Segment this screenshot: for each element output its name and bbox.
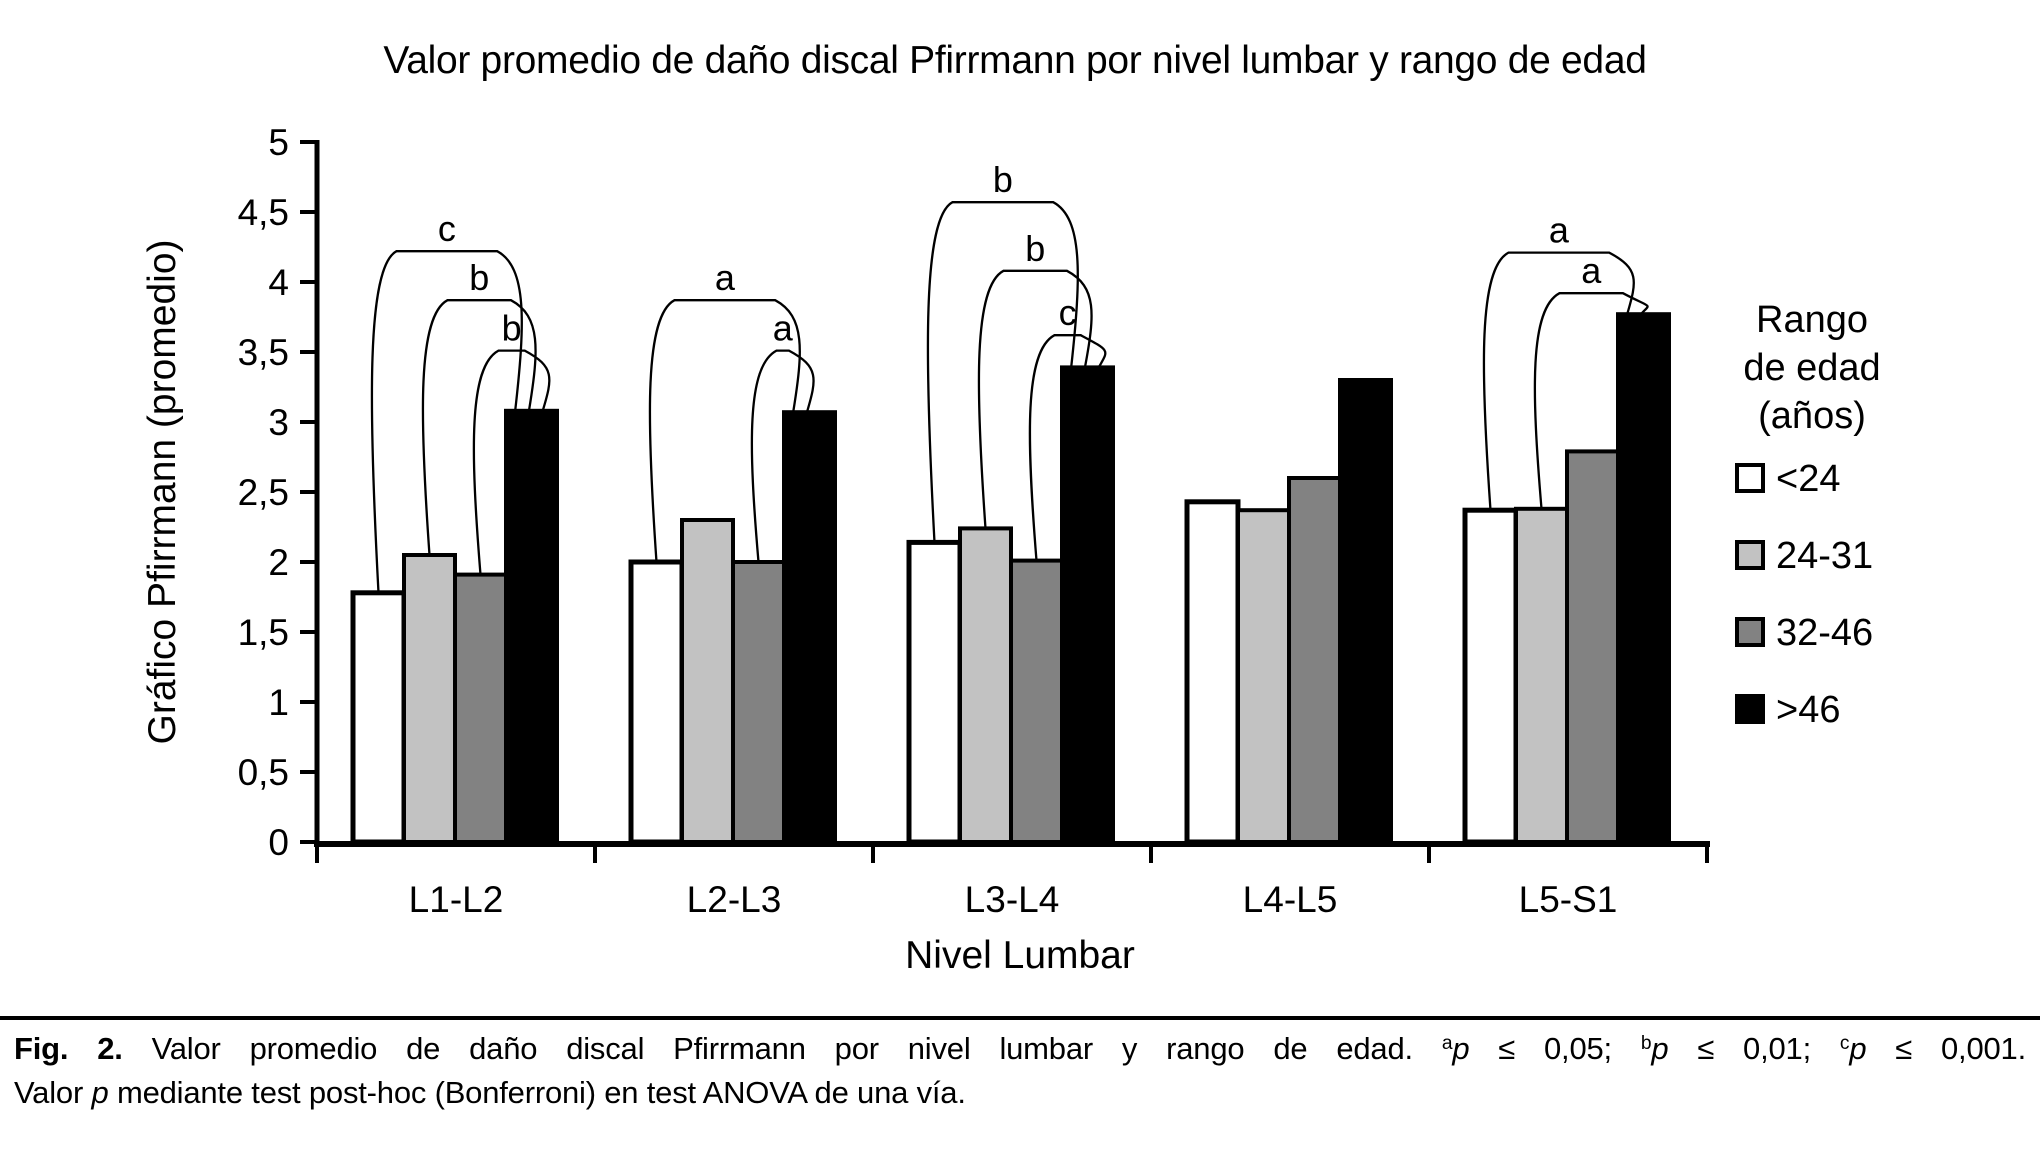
y-tick-label: 3,5 (238, 332, 289, 373)
y-tick-label: 2,5 (238, 472, 289, 513)
bar-L4-L5-32-46 (1287, 476, 1342, 844)
x-category-label: L1-L2 (409, 879, 504, 920)
sig-bracket-a-L2-L3 (750, 349, 815, 563)
y-tick-label: 5 (268, 122, 289, 163)
legend-swatch-32-46 (1735, 617, 1765, 647)
sig-bracket-a-L2-L3 (648, 299, 801, 563)
bar-L3-L4-32-46 (1009, 558, 1064, 844)
sig-bracket-label: a (1581, 250, 1602, 291)
caption-text-segment: ≤ 0,001. (1866, 1031, 2027, 1066)
x-category-label: L4-L5 (1243, 879, 1338, 920)
legend-label-24-31: 24-31 (1776, 535, 1873, 577)
y-tick-label: 0,5 (238, 752, 289, 793)
bar-L4-L5-24-31 (1236, 508, 1291, 844)
caption-text-segment: p (1849, 1031, 1867, 1066)
legend-label-<24: <24 (1776, 458, 1840, 500)
bar-L4-L5->46 (1338, 378, 1393, 844)
bar-L5-S1-32-46 (1565, 449, 1620, 844)
bar-L2-L3-24-31 (680, 518, 735, 844)
bar-L5-S1->46 (1616, 312, 1671, 844)
sig-bracket-label: c (438, 208, 456, 249)
legend-label-32-46: 32-46 (1776, 612, 1873, 654)
caption-line-1: Fig. 2. Valor promedio de daño discal Pf… (14, 1029, 2026, 1073)
y-tick-label: 2 (268, 542, 289, 583)
x-category-label: L2-L3 (687, 879, 782, 920)
caption-text-segment: b (1640, 1033, 1652, 1055)
bar-L1-L2-24-31 (402, 553, 457, 844)
sig-bracket-label: b (502, 308, 522, 349)
y-tick-label: 1 (268, 682, 289, 723)
caption-text-segment: p (91, 1075, 109, 1110)
figure-caption-text: Fig. 2. Valor promedio de daño discal Pf… (14, 1029, 2026, 1112)
y-axis-title: Gráfico Pfirrmann (promedio) (141, 240, 184, 745)
sig-bracket-a-L5-S1 (1533, 292, 1649, 509)
bar-L2-L3-<24 (628, 559, 685, 845)
y-tick-label: 0 (268, 822, 289, 863)
sig-bracket-c-L1-L2 (370, 250, 523, 593)
caption-text-segment: a (1441, 1033, 1453, 1055)
legend-label->46: >46 (1776, 689, 1840, 731)
bar-L1-L2-<24 (350, 590, 407, 845)
x-category-label: L5-S1 (1519, 879, 1618, 920)
sig-bracket-label: a (1549, 210, 1570, 251)
bar-L1-L2->46 (504, 408, 559, 844)
figure-caption: Fig. 2. Valor promedio de daño discal Pf… (0, 1016, 2040, 1112)
legend-title-line: Rango (1756, 299, 1868, 341)
legend-swatch-<24 (1735, 463, 1765, 493)
caption-text-segment: mediante test post-hoc (Bonferroni) en t… (108, 1075, 966, 1110)
legend-title-line: (años) (1758, 395, 1866, 437)
legend-swatch-24-31 (1735, 540, 1765, 570)
sig-bracket-label: a (715, 257, 736, 298)
y-tick-label: 1,5 (238, 612, 289, 653)
sig-bracket-label: b (993, 159, 1013, 200)
caption-figure-label: Fig. 2. (14, 1031, 123, 1066)
bar-L3-L4->46 (1060, 365, 1115, 844)
bar-L2-L3->46 (782, 410, 837, 844)
chart-title: Valor promedio de daño discal Pfirrmann … (383, 39, 1647, 82)
caption-text-segment: p (1651, 1031, 1669, 1066)
caption-text-segment: p (1452, 1031, 1470, 1066)
bar-L3-L4-24-31 (958, 526, 1013, 845)
legend-title-line: de edad (1743, 347, 1880, 389)
y-tick-label: 4,5 (238, 192, 289, 233)
y-tick-label: 3 (268, 402, 289, 443)
sig-bracket-b-L3-L4 (977, 269, 1093, 529)
legend-swatch->46 (1735, 694, 1765, 724)
sig-bracket-label: b (1025, 228, 1045, 269)
y-tick-label: 4 (268, 262, 289, 303)
caption-text-segment: c (1839, 1033, 1850, 1055)
sig-bracket-c-L3-L4 (1028, 334, 1107, 561)
caption-text-segment: Valor (14, 1075, 92, 1110)
bar-L3-L4-<24 (906, 539, 963, 845)
bar-L4-L5-<24 (1184, 499, 1241, 845)
x-axis-title: Nivel Lumbar (905, 934, 1135, 977)
sig-bracket-label: c (1059, 292, 1077, 333)
bar-L5-S1-24-31 (1514, 506, 1569, 844)
caption-line-2: Valor p mediante test post-hoc (Bonferro… (14, 1073, 2026, 1112)
sig-bracket-b-L1-L2 (472, 349, 551, 575)
caption-text-segment: ≤ 0,01; (1668, 1031, 1840, 1066)
sig-bracket-b-L1-L2 (421, 299, 537, 556)
caption-text-segment: Valor promedio de daño discal Pfirrmann … (122, 1031, 1442, 1066)
sig-bracket-label: b (469, 257, 489, 298)
sig-bracket-b-L3-L4 (926, 201, 1079, 543)
bar-L5-S1-<24 (1462, 507, 1519, 845)
sig-bracket-label: a (773, 308, 794, 349)
pfirrmann-bar-chart: 0 0,5 1 1,5 2 2,5 3 3,5 4 4,5 5 L1-L2 L2-L3 L3-L4 L4-L… (141, 122, 1881, 977)
sig-bracket-a-L5-S1 (1482, 251, 1635, 511)
caption-text-segment: ≤ 0,05; (1469, 1031, 1641, 1066)
bar-L2-L3-32-46 (731, 560, 786, 844)
bar-L1-L2-32-46 (453, 572, 508, 844)
x-category-label: L3-L4 (965, 879, 1060, 920)
